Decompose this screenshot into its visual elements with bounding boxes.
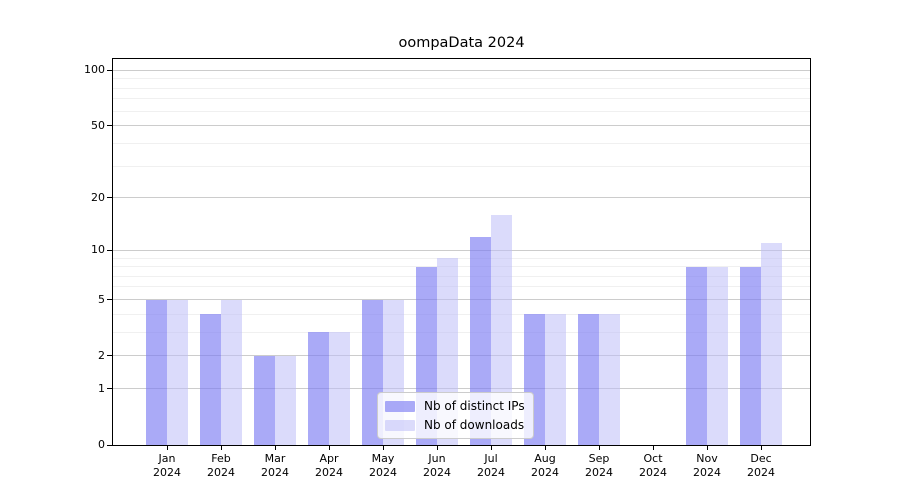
y-axis-tick [107,355,112,357]
legend-swatch-downloads [385,419,415,431]
legend: Nb of distinct IPs Nb of downloads [377,392,534,439]
bar-distinct-ips [685,266,707,445]
minor-gridline [113,78,810,80]
x-axis-tick [544,446,546,450]
y-axis-tick [107,388,112,390]
bar-distinct-ips [739,266,761,445]
bar-distinct-ips [253,355,275,445]
bar-downloads [761,243,783,445]
x-axis-tick [436,446,438,450]
bar-downloads [275,355,297,445]
major-gridline [113,125,810,127]
x-axis-tick [220,446,222,450]
bar-downloads [545,314,567,445]
x-axis-tick [598,446,600,450]
y-axis-tick-label: 20 [91,190,105,204]
x-axis-tick-label: Oct 2024 [639,452,667,479]
minor-gridline [113,266,810,268]
y-axis-tick [107,299,112,300]
minor-gridline [113,98,810,100]
x-axis-tick [166,446,168,450]
major-gridline [113,197,810,199]
x-axis-tick-label: Aug 2024 [531,452,559,479]
y-axis-tick [107,69,112,71]
major-gridline [113,299,810,300]
x-axis-tick-label: Nov 2024 [693,452,721,479]
legend-label-downloads: Nb of downloads [424,418,525,432]
y-axis-tick-label: 0 [98,438,105,451]
minor-gridline [113,165,810,167]
bar-downloads [167,299,189,445]
legend-item-downloads: Nb of downloads [385,418,525,432]
x-axis-tick [382,446,384,450]
minor-gridline [113,142,810,144]
x-axis-tick [274,446,276,450]
major-gridline [113,388,810,390]
bar-downloads [707,266,729,445]
bar-distinct-ips [577,314,599,445]
y-axis-tick [107,125,112,127]
x-axis-tick-label: Apr 2024 [315,452,343,479]
legend-label-distinct-ips: Nb of distinct IPs [424,399,525,413]
axis-ticks-layer: 0 1 2 5 10 20 50 100 Jan 2024 Feb 2024 Mar 2024 Apr… [84,59,810,478]
x-axis-tick [328,446,330,450]
x-axis-tick-label: Jan 2024 [153,452,181,479]
plot-area: 0 1 2 5 10 20 50 100 Jan 2024 Feb 2024 Mar 2024 Apr… [84,58,811,479]
x-axis-tick-label: Dec 2024 [747,452,775,479]
bar-downloads [491,214,513,445]
legend-item-distinct-ips: Nb of distinct IPs [385,399,525,413]
minor-gridline [113,275,810,277]
y-axis-tick-label: 100 [84,63,105,77]
gridlines-layer [113,59,810,445]
y-axis-tick-label: 2 [98,348,105,362]
bar-distinct-ips [145,299,167,445]
y-axis-tick [107,197,112,199]
minor-gridline [113,286,810,288]
y-axis-tick [107,249,112,251]
x-axis-tick-label: Sep 2024 [585,452,613,479]
y-axis-tick [107,444,112,446]
minor-gridline [113,87,810,89]
x-axis-tick [490,446,492,450]
legend-swatch-distinct-ips [385,400,415,412]
bar-downloads [221,299,243,445]
y-axis-tick-label: 5 [98,292,105,306]
y-axis-tick-label: 10 [91,243,105,257]
x-axis-tick-label: Jul 2024 [477,452,505,479]
x-axis-tick [706,446,708,450]
x-axis-tick-label: May 2024 [369,452,397,479]
x-axis-tick [652,446,654,450]
bar-downloads [599,314,621,445]
major-gridline [113,355,810,357]
bar-downloads [329,332,351,445]
chart-title: oompaData 2024 [398,35,525,51]
minor-gridline [113,110,810,112]
major-gridline [113,249,810,251]
x-axis-tick-label: Mar 2024 [261,452,289,479]
bar-distinct-ips [307,332,329,445]
x-axis-tick-label: Feb 2024 [207,452,235,479]
y-axis-tick-label: 50 [91,118,105,132]
minor-gridline [113,257,810,259]
bar-distinct-ips [199,314,221,445]
major-gridline [113,69,810,71]
minor-gridline [113,313,810,315]
y-axis-tick-label: 1 [98,381,105,395]
x-axis-tick-label: Jun 2024 [423,452,451,479]
minor-gridline [113,331,810,333]
x-axis-tick [760,446,762,450]
